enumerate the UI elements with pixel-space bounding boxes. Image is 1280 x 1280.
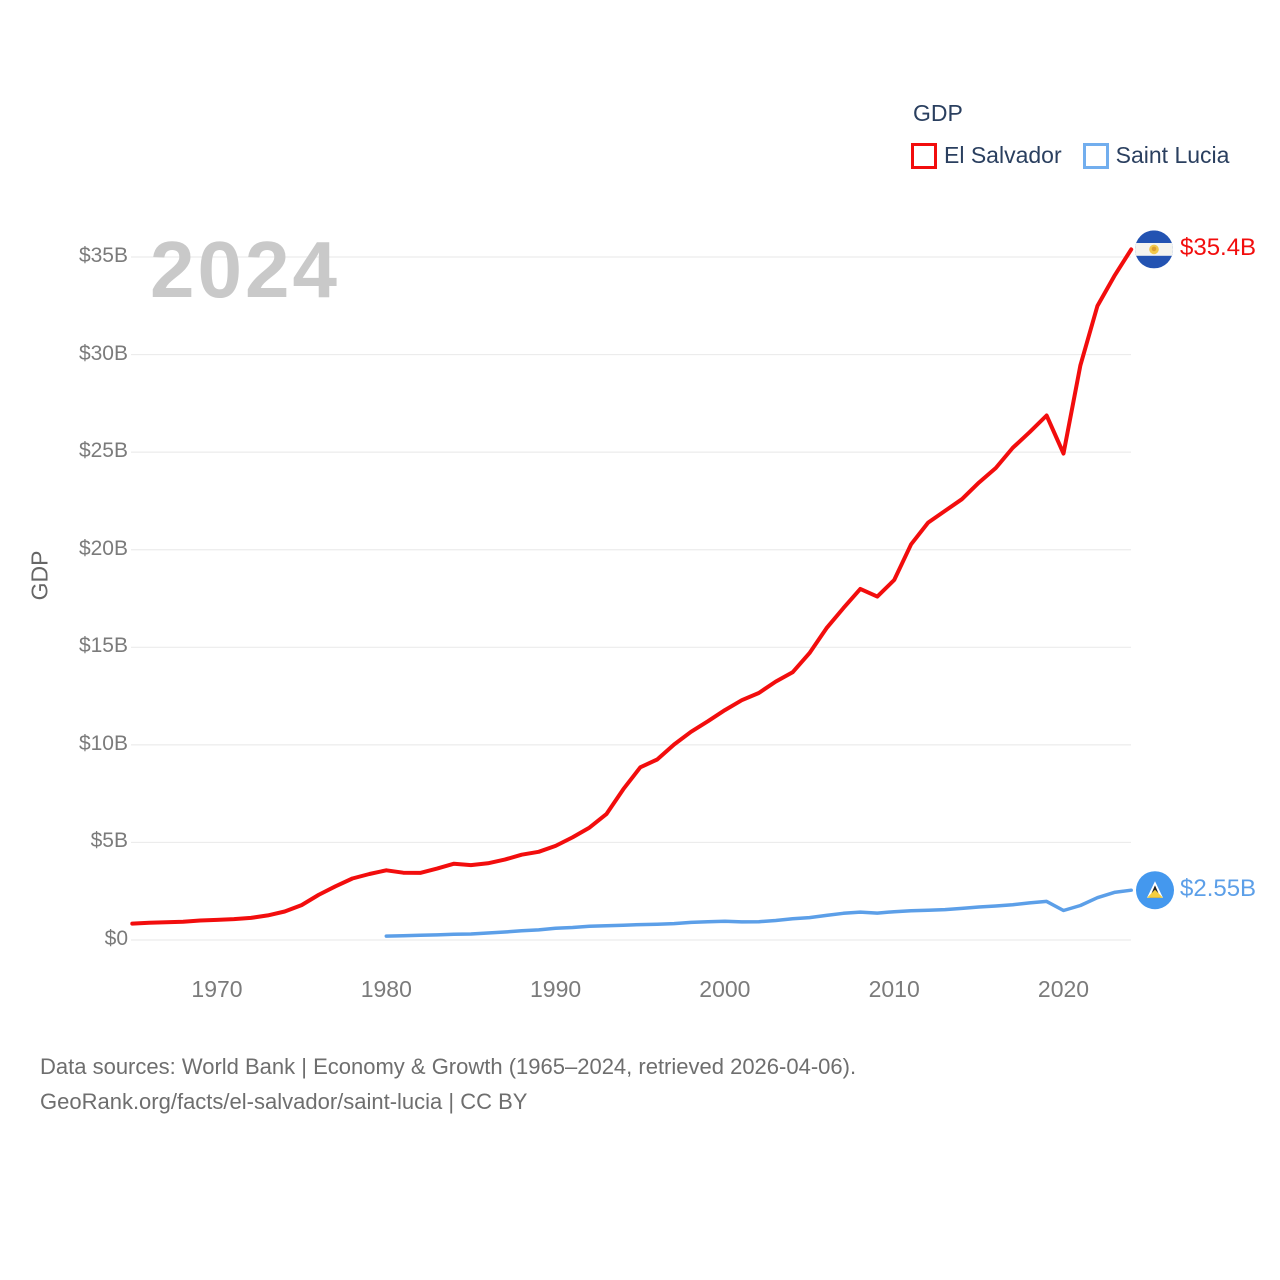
- x-tick-label: 1970: [191, 976, 243, 1002]
- line-saint-lucia: [384, 888, 1133, 938]
- legend-swatch-el-salvador: [911, 142, 937, 169]
- legend-label: Saint Lucia: [1115, 142, 1230, 168]
- footer: Data sources: World Bank | Economy & Gro…: [40, 1049, 856, 1119]
- end-label-el-salvador: $35.4B: [1180, 234, 1257, 262]
- x-tick-label: 1980: [360, 976, 412, 1002]
- x-tick-label: 1990: [530, 976, 582, 1002]
- y-tick-label: $10B: [78, 731, 128, 755]
- x-tick-label: 2010: [868, 976, 920, 1002]
- saint-lucia-flag-icon: [1136, 871, 1174, 910]
- y-tick-label: $5B: [90, 829, 128, 853]
- y-tick-label: $25B: [78, 439, 128, 463]
- legend-item-el-salvador[interactable]: El Salvador: [911, 142, 1062, 169]
- legend-swatch-saint-lucia: [1082, 142, 1109, 169]
- footer-data-sources: Data sources: World Bank | Economy & Gro…: [40, 1054, 857, 1079]
- y-tick-label: $0: [104, 927, 128, 950]
- line-el-salvador: [130, 247, 1134, 926]
- legend-title: GDP: [913, 100, 963, 126]
- y-tick-label: $20B: [78, 536, 128, 560]
- watermark-year: 2024: [150, 225, 340, 314]
- legend-label: El Salvador: [944, 142, 1062, 168]
- x-tick-label: 2000: [699, 976, 751, 1002]
- y-tick-label: $30B: [78, 341, 128, 365]
- el-salvador-flag-icon: [1135, 230, 1173, 269]
- legend-item-saint-lucia[interactable]: Saint Lucia: [1082, 142, 1230, 169]
- legend: El Salvador Saint Lucia: [911, 142, 1229, 169]
- y-tick-label: $15B: [78, 634, 128, 658]
- y-tick-label: $35B: [78, 244, 128, 267]
- end-label-saint-lucia: $2.55B: [1180, 875, 1257, 903]
- x-tick-label: 2020: [1037, 976, 1090, 1002]
- footer-attribution: GeoRank.org/facts/el-salvador/saint-luci…: [40, 1089, 528, 1114]
